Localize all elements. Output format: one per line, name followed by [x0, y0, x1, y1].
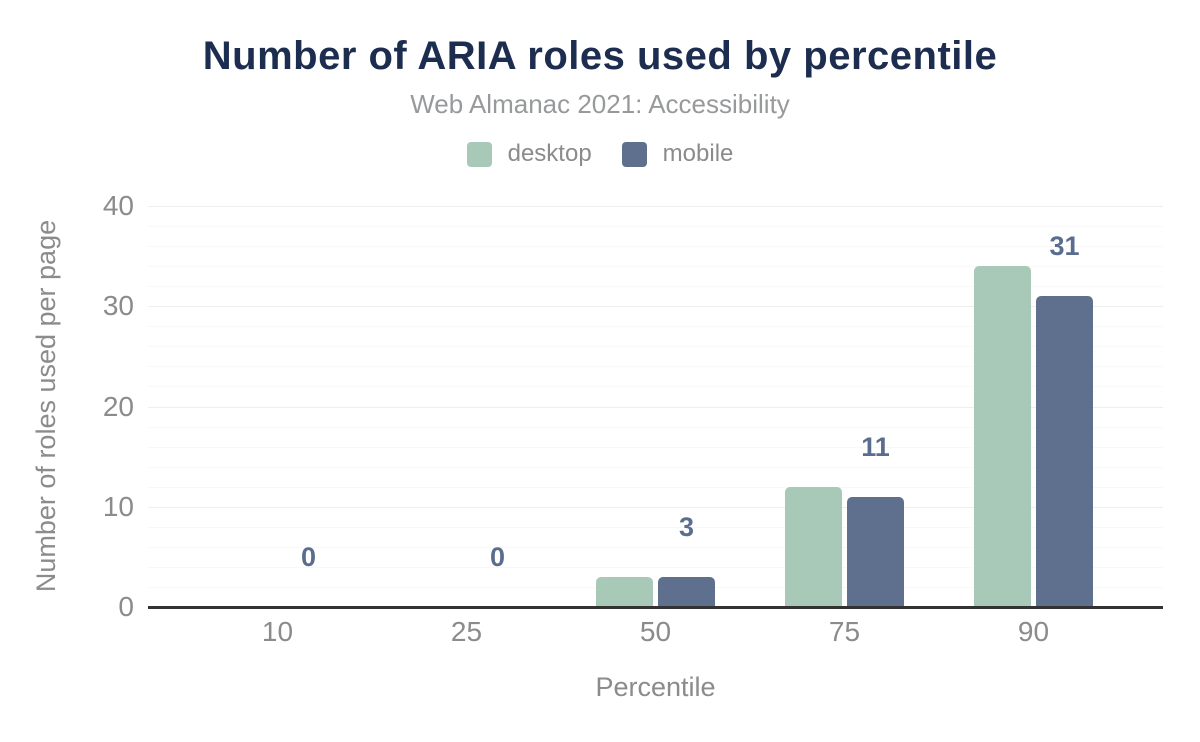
- gridline-y-36: [148, 246, 1163, 248]
- gridline-y-14: [148, 466, 1163, 468]
- bar-mobile-p90: [1036, 296, 1093, 607]
- gridline-y-30: [148, 306, 1163, 308]
- bar-desktop-p75: [785, 486, 842, 607]
- legend-swatch-mobile: [621, 141, 647, 167]
- data-label-mobile-p90: 31: [1049, 231, 1080, 262]
- data-label-mobile-p10: 0: [300, 542, 317, 572]
- y-tick-10: 10: [102, 490, 134, 522]
- x-tick-50: 50: [639, 616, 672, 647]
- gridline-y-12: [148, 486, 1163, 488]
- data-label-mobile-p75: 11: [861, 431, 890, 462]
- legend-label-desktop: desktop: [507, 140, 592, 167]
- data-label-mobile-p50: 3: [678, 511, 695, 542]
- bar-mobile-p50: [658, 576, 715, 607]
- gridline-y-26: [148, 346, 1163, 348]
- y-tick-20: 20: [102, 390, 134, 422]
- legend-item-desktop: desktop: [466, 140, 592, 168]
- legend-item-mobile: mobile: [621, 140, 734, 168]
- chart-subtitle: Web Almanac 2021: Accessibility: [410, 89, 790, 119]
- x-axis-line: [148, 606, 1163, 609]
- gridline-y-10: [148, 506, 1163, 508]
- data-label-mobile-p25: 0: [489, 542, 506, 572]
- gridline-y-28: [148, 326, 1163, 328]
- legend: desktop mobile: [0, 140, 1200, 168]
- bar-desktop-p90: [974, 266, 1031, 607]
- gridline-y-22: [148, 386, 1163, 388]
- legend-swatch-desktop: [466, 141, 492, 167]
- legend-label-mobile: mobile: [662, 140, 734, 167]
- gridline-y-18: [148, 426, 1163, 428]
- gridline-y-8: [148, 526, 1163, 528]
- gridline-y-32: [148, 286, 1163, 288]
- bar-mobile-p75: [847, 496, 904, 607]
- gridline-y-40: [148, 206, 1163, 207]
- y-axis-title: Number of roles used per page: [31, 219, 61, 593]
- gridline-y-6: [148, 546, 1163, 548]
- gridline-y-16: [148, 446, 1163, 448]
- x-axis-title: Percentile: [595, 672, 716, 702]
- gridline-y-34: [148, 266, 1163, 268]
- plot-area: 0 0 3 11 31: [148, 206, 1163, 609]
- x-tick-90: 90: [1017, 616, 1050, 647]
- y-tick-40: 40: [102, 190, 134, 221]
- x-tick-75: 75: [828, 616, 861, 647]
- chart-title: Number of ARIA roles used by percentile: [202, 34, 998, 78]
- x-tick-10: 10: [261, 616, 294, 647]
- gridline-y-24: [148, 366, 1163, 368]
- gridline-y-20: [148, 406, 1163, 408]
- y-tick-0: 0: [118, 591, 134, 622]
- y-tick-30: 30: [102, 290, 134, 322]
- bar-desktop-p50: [596, 576, 653, 607]
- gridline-y-38: [148, 226, 1163, 228]
- gridline-y-4: [148, 566, 1163, 568]
- x-tick-25: 25: [450, 616, 483, 647]
- gridline-y-2: [148, 586, 1163, 588]
